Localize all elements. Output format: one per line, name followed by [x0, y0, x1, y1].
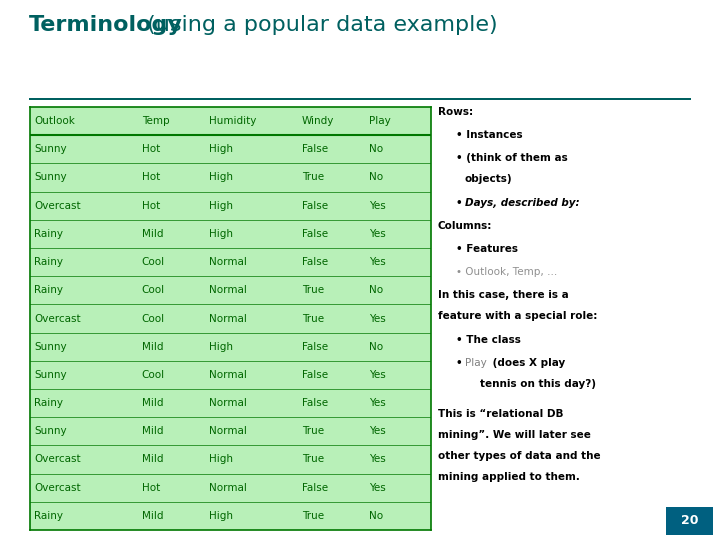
Text: Mild: Mild	[142, 398, 163, 408]
Text: feature with a special role:: feature with a special role:	[438, 312, 597, 321]
Text: True: True	[302, 426, 324, 436]
Text: High: High	[210, 455, 233, 464]
Text: Columns:: Columns:	[438, 221, 492, 231]
Text: No: No	[369, 144, 383, 154]
Text: Yes: Yes	[369, 398, 386, 408]
Text: Humidity: Humidity	[210, 116, 256, 126]
Text: Hot: Hot	[142, 144, 160, 154]
Text: Rainy: Rainy	[35, 511, 63, 521]
Text: Yes: Yes	[369, 257, 386, 267]
Text: In this case, there is a: In this case, there is a	[438, 291, 569, 300]
Text: Cool: Cool	[142, 285, 165, 295]
Text: Normal: Normal	[210, 370, 247, 380]
Text: mining”. We will later see: mining”. We will later see	[438, 430, 590, 440]
Text: Hot: Hot	[142, 172, 160, 183]
Text: Hot: Hot	[142, 483, 160, 492]
Text: • Features: • Features	[456, 244, 518, 254]
Text: Rows:: Rows:	[438, 107, 473, 117]
Text: Yes: Yes	[369, 201, 386, 211]
Text: True: True	[302, 455, 324, 464]
Text: Yes: Yes	[369, 455, 386, 464]
Text: False: False	[302, 370, 328, 380]
Text: Normal: Normal	[210, 483, 247, 492]
Text: True: True	[302, 314, 324, 323]
Text: Overcast: Overcast	[35, 455, 81, 464]
Text: Normal: Normal	[210, 314, 247, 323]
Text: High: High	[210, 201, 233, 211]
Text: High: High	[210, 229, 233, 239]
Text: Outlook: Outlook	[35, 116, 75, 126]
Text: True: True	[302, 172, 324, 183]
Text: Cool: Cool	[142, 370, 165, 380]
Text: • (think of them as: • (think of them as	[456, 153, 567, 164]
Text: Hot: Hot	[142, 201, 160, 211]
Text: Normal: Normal	[210, 426, 247, 436]
Text: Cool: Cool	[142, 314, 165, 323]
Text: Yes: Yes	[369, 483, 386, 492]
Text: Temp: Temp	[142, 116, 169, 126]
Text: 20: 20	[680, 514, 698, 527]
Text: Yes: Yes	[369, 370, 386, 380]
Text: No: No	[369, 511, 383, 521]
Text: Windy: Windy	[302, 116, 334, 126]
Text: Terminology: Terminology	[29, 15, 183, 35]
Text: Overcast: Overcast	[35, 483, 81, 492]
Text: No: No	[369, 285, 383, 295]
Text: •: •	[456, 358, 466, 368]
Text: False: False	[302, 483, 328, 492]
Text: (does X play: (does X play	[489, 358, 565, 368]
Text: Mild: Mild	[142, 342, 163, 352]
Text: mining applied to them.: mining applied to them.	[438, 471, 580, 482]
Text: Sunny: Sunny	[35, 172, 67, 183]
Text: Mild: Mild	[142, 229, 163, 239]
Text: Normal: Normal	[210, 398, 247, 408]
Text: No: No	[369, 172, 383, 183]
Text: Yes: Yes	[369, 229, 386, 239]
Text: Normal: Normal	[210, 285, 247, 295]
Text: Mild: Mild	[142, 511, 163, 521]
Text: False: False	[302, 342, 328, 352]
Text: Overcast: Overcast	[35, 201, 81, 211]
Text: Play: Play	[465, 358, 487, 368]
Text: Mild: Mild	[142, 426, 163, 436]
Text: This is “relational DB: This is “relational DB	[438, 409, 563, 419]
Text: Sunny: Sunny	[35, 426, 67, 436]
Text: False: False	[302, 398, 328, 408]
Text: High: High	[210, 342, 233, 352]
Text: Sunny: Sunny	[35, 342, 67, 352]
Text: Play: Play	[369, 116, 391, 126]
Text: False: False	[302, 257, 328, 267]
Text: • Instances: • Instances	[456, 130, 523, 140]
Text: • Outlook, Temp, …: • Outlook, Temp, …	[456, 267, 557, 277]
Text: other types of data and the: other types of data and the	[438, 451, 600, 461]
Text: Overcast: Overcast	[35, 314, 81, 323]
Text: Cool: Cool	[142, 257, 165, 267]
Text: False: False	[302, 144, 328, 154]
Text: Days, described by:: Days, described by:	[465, 198, 580, 207]
Text: tennis on this day?): tennis on this day?)	[480, 379, 595, 389]
Text: Rainy: Rainy	[35, 257, 63, 267]
Text: False: False	[302, 201, 328, 211]
Text: •: •	[456, 198, 466, 207]
Text: objects): objects)	[464, 174, 512, 184]
Text: High: High	[210, 144, 233, 154]
Text: True: True	[302, 511, 324, 521]
Text: False: False	[302, 229, 328, 239]
Text: No: No	[369, 342, 383, 352]
Text: • The class: • The class	[456, 335, 521, 345]
Text: Yes: Yes	[369, 426, 386, 436]
Text: True: True	[302, 285, 324, 295]
Text: Yes: Yes	[369, 314, 386, 323]
Text: Sunny: Sunny	[35, 370, 67, 380]
Text: High: High	[210, 172, 233, 183]
Text: Mild: Mild	[142, 455, 163, 464]
Text: Rainy: Rainy	[35, 398, 63, 408]
Text: Rainy: Rainy	[35, 285, 63, 295]
Text: High: High	[210, 511, 233, 521]
Text: Sunny: Sunny	[35, 144, 67, 154]
Text: Rainy: Rainy	[35, 229, 63, 239]
Text: Normal: Normal	[210, 257, 247, 267]
Text: (using a popular data example): (using a popular data example)	[140, 15, 498, 35]
